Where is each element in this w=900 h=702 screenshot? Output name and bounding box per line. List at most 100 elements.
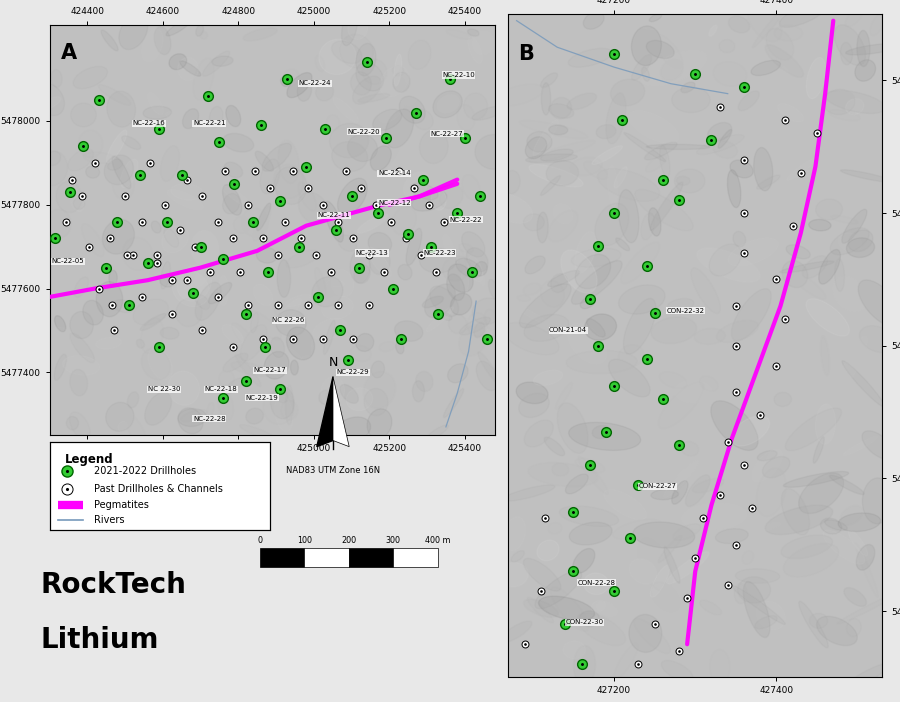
Ellipse shape [831,216,858,224]
Ellipse shape [462,232,485,257]
Ellipse shape [716,320,759,343]
Ellipse shape [844,588,867,607]
Ellipse shape [827,81,883,112]
Ellipse shape [842,209,867,243]
Ellipse shape [742,551,753,564]
Ellipse shape [774,392,791,406]
Ellipse shape [342,10,357,46]
Ellipse shape [416,371,433,392]
Ellipse shape [541,73,557,88]
Ellipse shape [371,146,392,171]
Ellipse shape [394,321,423,341]
Ellipse shape [541,83,551,115]
Ellipse shape [207,403,214,416]
Ellipse shape [584,314,616,340]
Ellipse shape [177,58,198,81]
Text: Lithium: Lithium [40,625,159,654]
Ellipse shape [222,324,243,344]
Ellipse shape [353,76,381,104]
Ellipse shape [732,585,786,624]
Ellipse shape [86,166,100,178]
Text: NC-22-11: NC-22-11 [318,212,350,218]
Ellipse shape [212,56,233,66]
Ellipse shape [202,51,230,77]
Ellipse shape [455,258,482,277]
Ellipse shape [468,256,482,282]
Ellipse shape [459,325,487,356]
Ellipse shape [849,230,873,251]
Ellipse shape [394,54,401,86]
Ellipse shape [529,140,595,162]
Ellipse shape [103,220,134,254]
Ellipse shape [166,112,194,124]
Ellipse shape [260,159,280,194]
Ellipse shape [368,232,392,254]
Ellipse shape [709,25,717,37]
Ellipse shape [74,277,88,297]
Ellipse shape [580,611,599,627]
Ellipse shape [849,530,868,556]
Ellipse shape [801,487,823,515]
Ellipse shape [350,345,371,362]
Ellipse shape [842,663,888,691]
Text: NC 22-30: NC 22-30 [148,386,180,392]
Ellipse shape [527,597,554,623]
Ellipse shape [842,535,878,562]
Text: NC-22-22: NC-22-22 [450,216,482,223]
Ellipse shape [209,282,231,304]
Ellipse shape [339,34,374,68]
Ellipse shape [718,129,732,148]
Ellipse shape [121,159,139,187]
Text: NC-22-14: NC-22-14 [378,171,410,176]
Ellipse shape [333,98,358,122]
Ellipse shape [158,273,192,314]
Ellipse shape [262,143,292,171]
Ellipse shape [842,361,884,406]
Ellipse shape [181,410,207,421]
Ellipse shape [644,143,677,160]
Ellipse shape [563,641,586,658]
Ellipse shape [43,173,59,190]
Ellipse shape [338,235,356,251]
Ellipse shape [398,265,412,280]
Bar [260,548,304,567]
Ellipse shape [427,307,454,332]
Ellipse shape [254,284,273,305]
Ellipse shape [109,270,117,286]
Ellipse shape [210,107,223,127]
Ellipse shape [752,4,789,48]
Ellipse shape [143,106,172,119]
Ellipse shape [168,151,192,176]
Text: NC-22-29: NC-22-29 [337,369,369,376]
Ellipse shape [443,256,471,281]
Ellipse shape [346,388,373,411]
Ellipse shape [466,248,488,272]
Ellipse shape [766,392,789,409]
Text: NC-22-05: NC-22-05 [51,258,84,265]
Ellipse shape [757,175,780,189]
Ellipse shape [283,69,299,86]
Ellipse shape [734,583,747,604]
Ellipse shape [271,337,284,357]
Ellipse shape [422,296,444,307]
Point [53,516,64,524]
Ellipse shape [412,380,425,402]
Ellipse shape [499,562,528,587]
Ellipse shape [468,37,482,63]
Ellipse shape [107,91,136,127]
Ellipse shape [828,110,860,121]
Ellipse shape [659,536,681,562]
Ellipse shape [53,327,76,350]
Ellipse shape [240,325,267,361]
Ellipse shape [526,154,577,163]
Ellipse shape [234,216,249,233]
Ellipse shape [39,97,61,110]
Ellipse shape [700,600,722,615]
Ellipse shape [467,313,487,336]
Ellipse shape [358,93,390,102]
Text: NC-22-28: NC-22-28 [193,416,226,422]
Ellipse shape [525,256,545,274]
Ellipse shape [661,55,687,78]
Ellipse shape [549,125,568,135]
Ellipse shape [528,463,598,486]
